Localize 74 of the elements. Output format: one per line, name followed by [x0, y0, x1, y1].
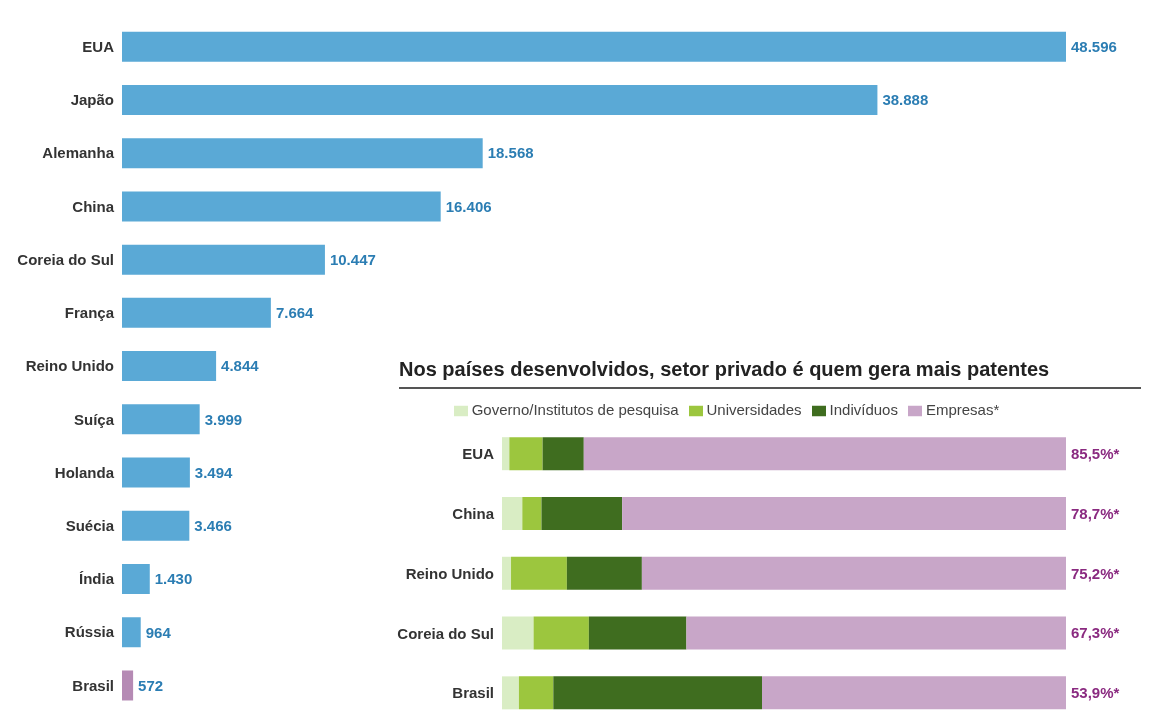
- data-label: 38.888: [882, 91, 929, 109]
- bar: [502, 496, 523, 530]
- y-tick-label: Rússia: [64, 623, 115, 641]
- bar: [122, 404, 200, 435]
- bar: [122, 564, 150, 595]
- legend-label: Governo/Institutos de pesquisa: [471, 401, 679, 418]
- bar: [122, 138, 483, 169]
- data-label: 78,7%*: [1071, 504, 1120, 522]
- bar: [762, 676, 1066, 710]
- data-label: 10.447: [329, 250, 376, 268]
- data-label: 75,2%*: [1071, 564, 1120, 582]
- bar: [588, 616, 687, 650]
- y-tick-label: Suíça: [73, 410, 115, 428]
- bar: [122, 84, 878, 115]
- y-tick-label: Reino Unido: [405, 564, 494, 582]
- bar: [542, 437, 584, 471]
- bar: [533, 616, 589, 650]
- y-tick-label: EUA: [462, 445, 495, 463]
- bar: [502, 616, 534, 650]
- bar: [122, 457, 190, 488]
- data-label: 3.999: [204, 410, 243, 428]
- legend-label: Universidades: [706, 401, 802, 418]
- y-tick-label: Índia: [78, 570, 115, 588]
- bar: [566, 556, 642, 590]
- bar: [122, 351, 217, 382]
- data-label: 572: [138, 676, 164, 694]
- y-tick-label: China: [72, 197, 115, 215]
- bar: [518, 676, 554, 710]
- y-tick-label: Brasil: [452, 684, 494, 702]
- y-tick-label: Suécia: [65, 517, 115, 535]
- bar: [122, 617, 141, 648]
- bar: [686, 616, 1066, 650]
- bar: [641, 556, 1066, 590]
- data-label: 85,5%*: [1071, 445, 1120, 463]
- y-tick-label: França: [64, 304, 115, 322]
- bar: [122, 510, 190, 541]
- bar: [122, 244, 325, 275]
- data-label: 16.406: [445, 197, 492, 215]
- y-tick-label: Alemanha: [42, 144, 115, 162]
- bar: [122, 31, 1066, 62]
- bar: [502, 676, 519, 710]
- data-label: 964: [145, 623, 172, 641]
- bar: [511, 556, 567, 590]
- data-label: 4.844: [221, 357, 260, 375]
- chart-title: Nos países desenvolvidos, setor privado é quem gera mais patentes: [399, 358, 1141, 389]
- y-tick-label: EUA: [82, 37, 115, 55]
- data-label: 18.568: [487, 144, 534, 162]
- bar: [502, 556, 512, 590]
- y-tick-label: Brasil: [72, 676, 114, 694]
- bar: [122, 670, 134, 701]
- bar: [122, 297, 271, 328]
- bar: [622, 496, 1066, 530]
- bar: [583, 437, 1066, 471]
- y-tick-label: Japão: [70, 91, 114, 109]
- bar: [122, 191, 441, 222]
- bar: [509, 437, 543, 471]
- data-label: 7.664: [275, 304, 315, 322]
- bar: [553, 676, 762, 710]
- data-label: 1.430: [154, 570, 193, 588]
- data-label: 3.494: [194, 463, 234, 481]
- legend-label: Empresas*: [925, 401, 1000, 418]
- data-label: 67,3%*: [1071, 624, 1120, 642]
- data-label: 48.596: [1071, 38, 1117, 56]
- y-tick-label: Holanda: [54, 463, 115, 481]
- y-tick-label: Coreia do Sul: [397, 624, 494, 642]
- legend-label: Indivíduos: [829, 401, 898, 418]
- bar: [541, 496, 623, 530]
- y-tick-label: Reino Unido: [25, 357, 114, 375]
- bar: [522, 496, 542, 530]
- bar: [502, 437, 510, 471]
- y-tick-label: Coreia do Sul: [17, 250, 114, 268]
- y-tick-label: China: [452, 505, 495, 523]
- data-label: 3.466: [194, 517, 232, 535]
- data-label: 53,9%*: [1071, 684, 1120, 702]
